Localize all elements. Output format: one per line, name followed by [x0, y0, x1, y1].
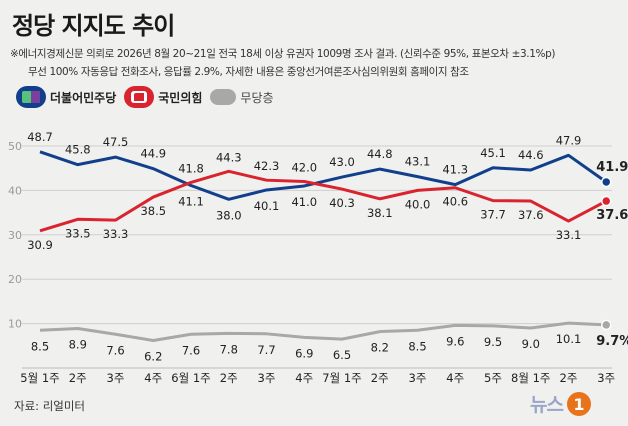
x-tick-label: 2주 — [69, 371, 87, 385]
gray-swatch — [210, 89, 237, 105]
data-label: 40.6 — [442, 195, 468, 209]
y-tick-label: 10 — [8, 318, 22, 331]
data-label: 9.7% — [596, 334, 628, 349]
logo-mark: 1 — [573, 395, 584, 414]
data-label: 45.8 — [65, 143, 91, 157]
data-label: 7.8 — [220, 342, 238, 356]
data-label: 33.5 — [65, 226, 91, 240]
data-label: 42.3 — [254, 159, 280, 173]
data-label: 44.9 — [140, 147, 166, 161]
data-label: 47.9 — [556, 133, 582, 147]
data-label: 6.5 — [333, 348, 351, 362]
news1-logo: 뉴스 1 — [530, 390, 593, 417]
data-label: 43.1 — [405, 155, 431, 169]
x-tick-label: 5주 — [484, 371, 502, 385]
data-label: 7.6 — [106, 343, 124, 357]
legend: 더불어민주당 국민의힘 무당층 — [16, 86, 282, 108]
data-label: 7.6 — [182, 343, 200, 357]
x-tick-label: 6월 1주 — [171, 371, 210, 385]
data-label: 48.7 — [27, 130, 53, 144]
data-label: 33.1 — [556, 228, 582, 242]
data-label: 7.7 — [257, 343, 275, 357]
series-line-democratic — [39, 150, 608, 201]
data-label: 10.1 — [556, 332, 582, 346]
x-tick-label: 3주 — [597, 371, 615, 385]
news1-mark-icon: 1 — [566, 391, 591, 416]
legend-label-independent: 무당층 — [240, 90, 274, 105]
x-tick-label: 7월 1주 — [322, 371, 361, 385]
data-label: 33.3 — [103, 227, 129, 241]
series-line-independent — [39, 321, 607, 342]
data-label: 41.9% — [596, 160, 628, 175]
x-tick-label: 4주 — [144, 371, 162, 385]
x-tick-label: 2주 — [220, 371, 238, 385]
x-tick-label: 4주 — [446, 371, 464, 385]
data-label: 42.0 — [291, 161, 317, 175]
data-label: 38.0 — [216, 208, 242, 222]
data-label: 38.5 — [140, 204, 166, 218]
data-label: 41.1 — [178, 195, 204, 209]
x-tick-label: 4주 — [295, 371, 313, 385]
x-tick-label: 3주 — [258, 371, 276, 385]
survey-note-line2: 무선 100% 자동응답 전화조사, 응답률 2.9%, 자세한 내용은 중앙선… — [28, 66, 469, 78]
data-label: 30.9 — [27, 238, 53, 252]
series-line-ppp — [39, 169, 607, 233]
data-label: 8.5 — [31, 339, 49, 353]
y-tick-label: 20 — [8, 273, 22, 286]
series-end-marker — [601, 195, 612, 207]
data-label: 37.6% — [596, 208, 628, 223]
data-label: 47.5 — [103, 135, 129, 149]
data-label: 6.9 — [295, 346, 313, 360]
x-tick-label: 3주 — [409, 371, 427, 385]
legend-label-ppp: 국민의힘 — [158, 90, 203, 105]
x-tick-label: 2주 — [560, 371, 578, 385]
data-label: 44.3 — [216, 150, 242, 164]
y-tick-label: 50 — [8, 140, 22, 153]
series-end-marker — [601, 319, 612, 331]
data-label: 8.9 — [69, 337, 87, 351]
data-label: 9.5 — [484, 335, 502, 349]
data-label: 41.3 — [442, 163, 468, 177]
logo-text: 뉴스 — [530, 394, 564, 416]
data-label: 40.3 — [329, 196, 355, 210]
data-label: 41.0 — [291, 195, 317, 209]
y-tick-label: 40 — [8, 184, 22, 197]
chart-title: 정당 지지도 추이 — [12, 12, 175, 40]
legend-item-democratic: 더불어민주당 — [16, 86, 116, 108]
legend-item-ppp: 국민의힘 — [124, 86, 202, 108]
x-tick-label: 3주 — [107, 371, 125, 385]
y-tick-label: 30 — [8, 229, 22, 242]
ppp-party-logo-icon — [124, 86, 155, 108]
data-label: 9.6 — [446, 334, 464, 348]
data-label: 8.5 — [408, 339, 426, 353]
x-tick-label: 5월 1주 — [20, 371, 59, 385]
data-label: 9.0 — [522, 337, 540, 351]
data-label: 6.2 — [144, 349, 162, 363]
data-label: 37.7 — [480, 208, 506, 222]
legend-label-democratic: 더불어민주당 — [50, 90, 117, 105]
x-tick-label: 2주 — [371, 371, 389, 385]
data-label: 40.1 — [254, 199, 280, 213]
data-label: 43.0 — [329, 155, 355, 169]
data-source: 자료: 리얼미터 — [14, 399, 86, 413]
data-label: 40.0 — [405, 197, 431, 211]
legend-item-independent: 무당층 — [210, 89, 274, 106]
data-label: 45.1 — [480, 146, 506, 160]
series-end-marker — [601, 176, 612, 188]
data-label: 44.6 — [518, 148, 544, 162]
data-label: 41.8 — [178, 161, 204, 175]
data-label: 37.6 — [518, 208, 544, 222]
data-label: 44.8 — [367, 147, 393, 161]
democratic-party-logo-icon — [16, 86, 46, 108]
x-tick-label: 8월 1주 — [511, 371, 550, 385]
data-label: 8.2 — [371, 341, 389, 355]
survey-note-line1: ※에너지경제신문 의뢰로 2026년 8월 20~21일 전국 18세 이상 유… — [10, 48, 556, 60]
data-label: 38.1 — [367, 206, 393, 220]
